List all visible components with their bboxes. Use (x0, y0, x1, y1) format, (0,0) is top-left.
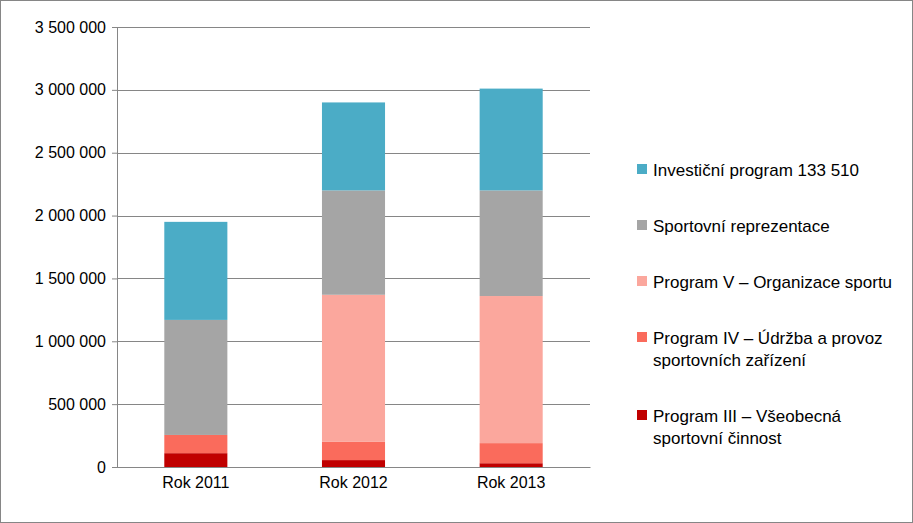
x-axis-line (118, 467, 591, 468)
grid-line (117, 467, 590, 468)
tick: 3 000 000 (35, 81, 117, 98)
legend-swatch (637, 276, 647, 286)
legend-item: Program IV – Údržba a provozsportovních … (637, 329, 883, 370)
tick-label: 2 500 000 (35, 144, 106, 161)
y-axis: 0 500 000 1 000 000 1 500 000 2 000 000 2 500… (35, 19, 118, 476)
series (164, 190, 542, 435)
legend-item: Program V – Organizace sportu (637, 273, 892, 292)
tick-label: 1 000 000 (35, 333, 106, 350)
grid (117, 28, 590, 468)
series (322, 295, 543, 443)
bar-segment (164, 320, 227, 435)
legend-swatch (637, 410, 647, 420)
legend-label: Program III – Všeobecnásportovní činnost (653, 407, 842, 448)
tick-label: Rok 2013 (477, 474, 546, 491)
tick-mark (112, 27, 117, 28)
bar-segment (164, 435, 227, 453)
tick-mark (112, 278, 117, 279)
bar-segment (322, 295, 385, 442)
tick-mark (112, 90, 117, 91)
tick: Rok 2013 (477, 467, 546, 491)
tick-label: Rok 2011 (162, 474, 229, 491)
legend-swatch (637, 220, 647, 230)
bar-segment (480, 296, 543, 443)
bar-segment (480, 443, 543, 463)
chart-frame (1, 1, 913, 523)
legend-item: Sportovní reprezentace (637, 217, 830, 236)
series (164, 89, 542, 320)
tick: 2 500 000 (35, 144, 117, 161)
tick-mark (112, 153, 117, 154)
tick: 1 000 000 (35, 333, 117, 350)
tick-label: Rok 2012 (319, 474, 388, 491)
tick-mark (112, 216, 117, 217)
tick-mark (112, 341, 117, 342)
legend-label: Investiční program 133 510 (653, 161, 859, 180)
tick: 0 (97, 459, 117, 476)
legend-item: Investiční program 133 510 (637, 161, 859, 180)
bar-segment (480, 463, 543, 467)
legend-swatch (637, 164, 647, 174)
bar-segment (164, 222, 227, 320)
tick-mark (112, 467, 117, 468)
bar-segment (322, 460, 385, 467)
legend-label: Sportovní reprezentace (653, 217, 830, 236)
x-axis: Rok 2011 Rok 2012 Rok 2013 (118, 467, 591, 491)
y-axis-line (112, 28, 118, 468)
tick: 2 000 000 (35, 207, 117, 224)
legend-item: Program III – Všeobecnásportovní činnost (637, 407, 842, 448)
tick: 3 500 000 (35, 19, 117, 36)
bar-segment (322, 442, 385, 460)
tick-label: 2 000 000 (35, 207, 106, 224)
legend-label: Program V – Organizace sportu (653, 273, 892, 292)
tick: 1 500 000 (35, 270, 117, 287)
chart: 0 500 000 1 000 000 1 500 000 2 000 000 2 500… (0, 0, 913, 523)
bars (164, 89, 542, 467)
legend-swatch (637, 332, 647, 342)
legend-label: Program IV – Údržba a provozsportovních … (653, 329, 883, 370)
tick: Rok 2011 (162, 467, 229, 491)
tick-label: 3 000 000 (35, 81, 106, 98)
grid-line (117, 27, 590, 28)
bar-segment (164, 453, 227, 467)
tick: 500 000 (48, 396, 117, 413)
tick-label: 0 (97, 459, 106, 476)
legend: Investiční program 133 510 Sportovní repr… (637, 161, 892, 448)
bar-segment (480, 190, 543, 296)
bar-segment (322, 190, 385, 294)
tick-label: 500 000 (48, 396, 106, 413)
bar-segment (322, 102, 385, 190)
bar-segment (480, 89, 543, 191)
tick-mark (112, 404, 117, 405)
tick: Rok 2012 (319, 467, 388, 491)
tick-label: 3 500 000 (35, 19, 106, 36)
tick-label: 1 500 000 (35, 270, 106, 287)
